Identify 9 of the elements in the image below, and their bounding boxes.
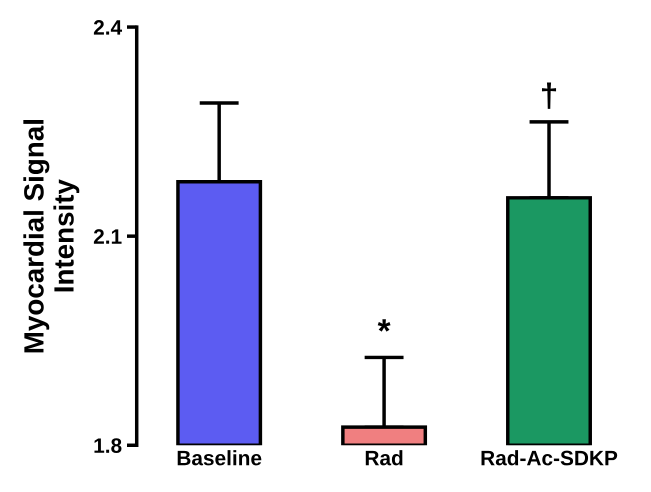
x-tick-label: Baseline: [178, 450, 262, 466]
y-tick-label: 2.1: [94, 229, 122, 244]
y-tick-label: 2.4: [94, 20, 122, 35]
annotation: *: [378, 319, 391, 332]
x-tick-label: Rad: [366, 450, 402, 466]
annotation: †: [542, 82, 556, 109]
y-axis-title: Myocardial Signal Intensity: [23, 120, 80, 352]
y-tick-label: 1.8: [94, 438, 122, 454]
x-tick-label: Rad-Ac-SDKP: [482, 450, 618, 466]
